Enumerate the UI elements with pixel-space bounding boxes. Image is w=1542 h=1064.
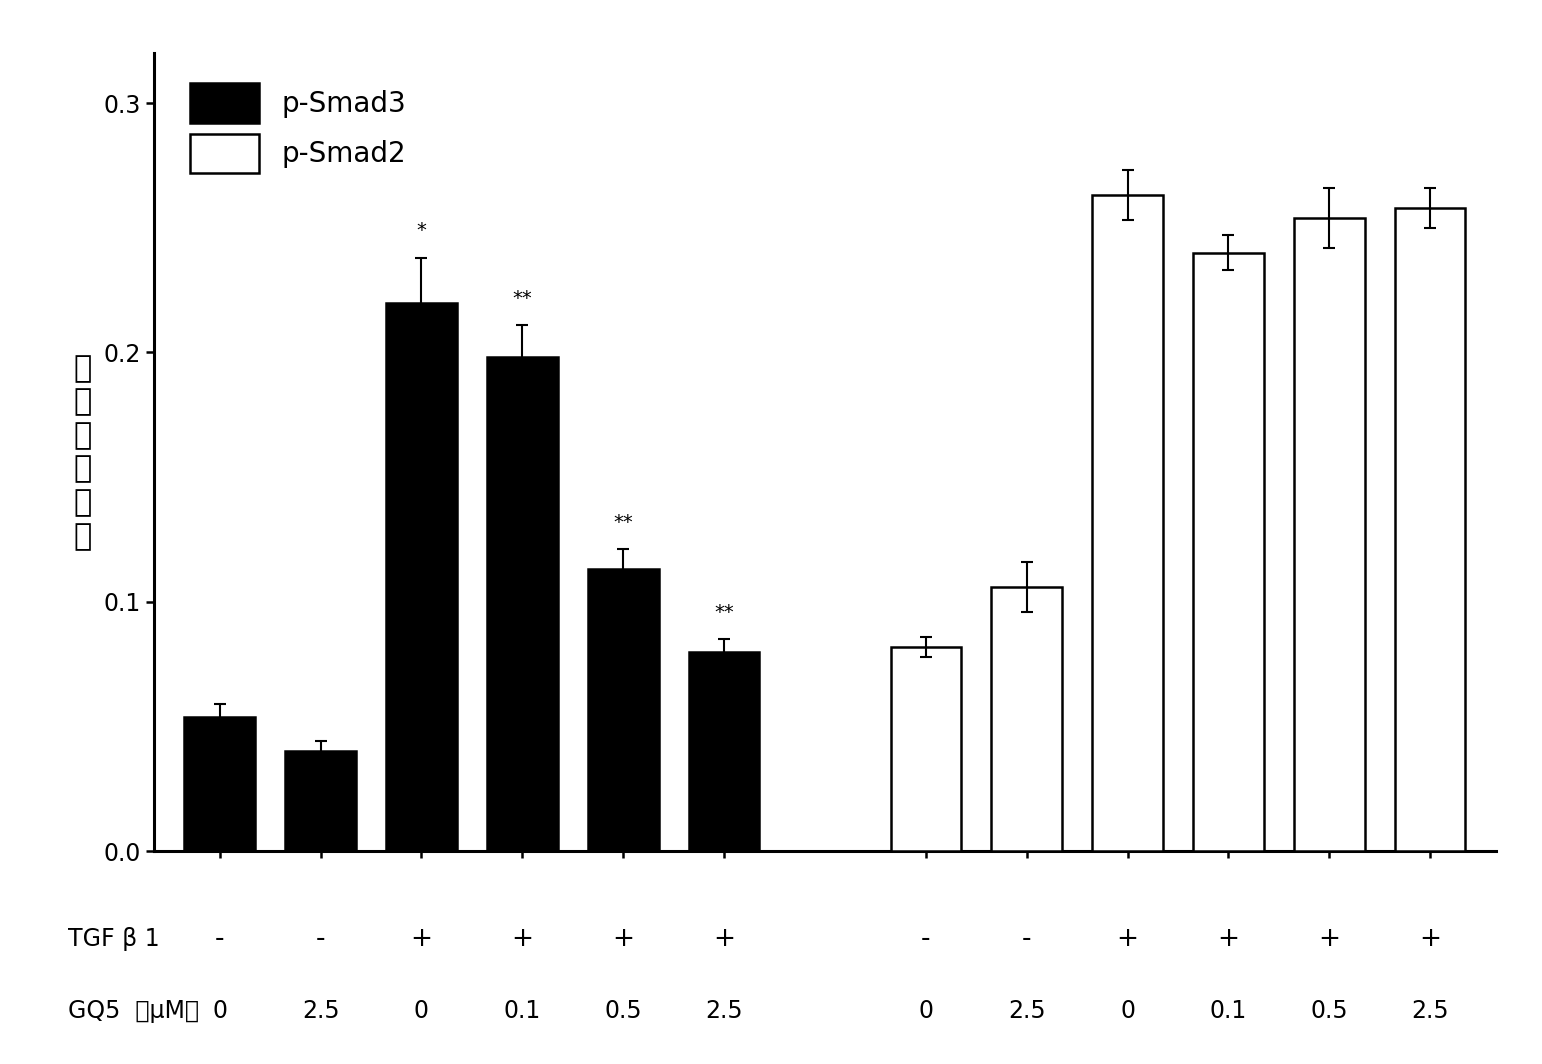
Bar	[1092, 196, 1163, 851]
Text: -: -	[921, 926, 930, 952]
Text: +: +	[1318, 926, 1340, 952]
Bar	[487, 358, 558, 851]
Text: 2.5: 2.5	[302, 999, 339, 1023]
Text: +: +	[1419, 926, 1442, 952]
Text: 0.1: 0.1	[1210, 999, 1247, 1023]
Text: TGF β 1: TGF β 1	[68, 927, 160, 951]
Text: GQ5  （μM）: GQ5 （μM）	[68, 999, 199, 1023]
Bar	[185, 716, 254, 851]
Bar	[891, 647, 961, 851]
Text: +: +	[612, 926, 634, 952]
Bar	[386, 302, 456, 851]
Text: -: -	[214, 926, 225, 952]
Bar	[1294, 218, 1365, 851]
Text: *: *	[416, 221, 427, 240]
Text: **: **	[714, 603, 734, 621]
Bar	[1396, 207, 1465, 851]
Text: 0.1: 0.1	[504, 999, 541, 1023]
Text: +: +	[1218, 926, 1240, 952]
Text: 0.5: 0.5	[1311, 999, 1348, 1023]
Text: 0: 0	[1119, 999, 1135, 1023]
Text: 0: 0	[213, 999, 227, 1023]
Text: 2.5: 2.5	[705, 999, 743, 1023]
Text: 2.5: 2.5	[1008, 999, 1045, 1023]
Text: +: +	[1116, 926, 1138, 952]
Bar	[689, 651, 759, 851]
Text: +: +	[512, 926, 534, 952]
Text: **: **	[614, 513, 634, 532]
Bar	[285, 751, 356, 851]
Text: -: -	[1022, 926, 1032, 952]
Bar	[588, 569, 658, 851]
Text: +: +	[410, 926, 432, 952]
Legend: p-Smad3, p-Smad2: p-Smad3, p-Smad2	[182, 76, 415, 182]
Text: -: -	[316, 926, 325, 952]
Text: 2.5: 2.5	[1411, 999, 1449, 1023]
Bar	[992, 587, 1062, 851]
Text: 0: 0	[919, 999, 933, 1023]
Text: 0.5: 0.5	[604, 999, 641, 1023]
Text: +: +	[712, 926, 736, 952]
Text: **: **	[512, 288, 532, 307]
Y-axis label: 相
关
蛋
白
表
达: 相 关 蛋 白 表 达	[74, 353, 93, 551]
Bar	[1194, 253, 1264, 851]
Text: 0: 0	[413, 999, 429, 1023]
